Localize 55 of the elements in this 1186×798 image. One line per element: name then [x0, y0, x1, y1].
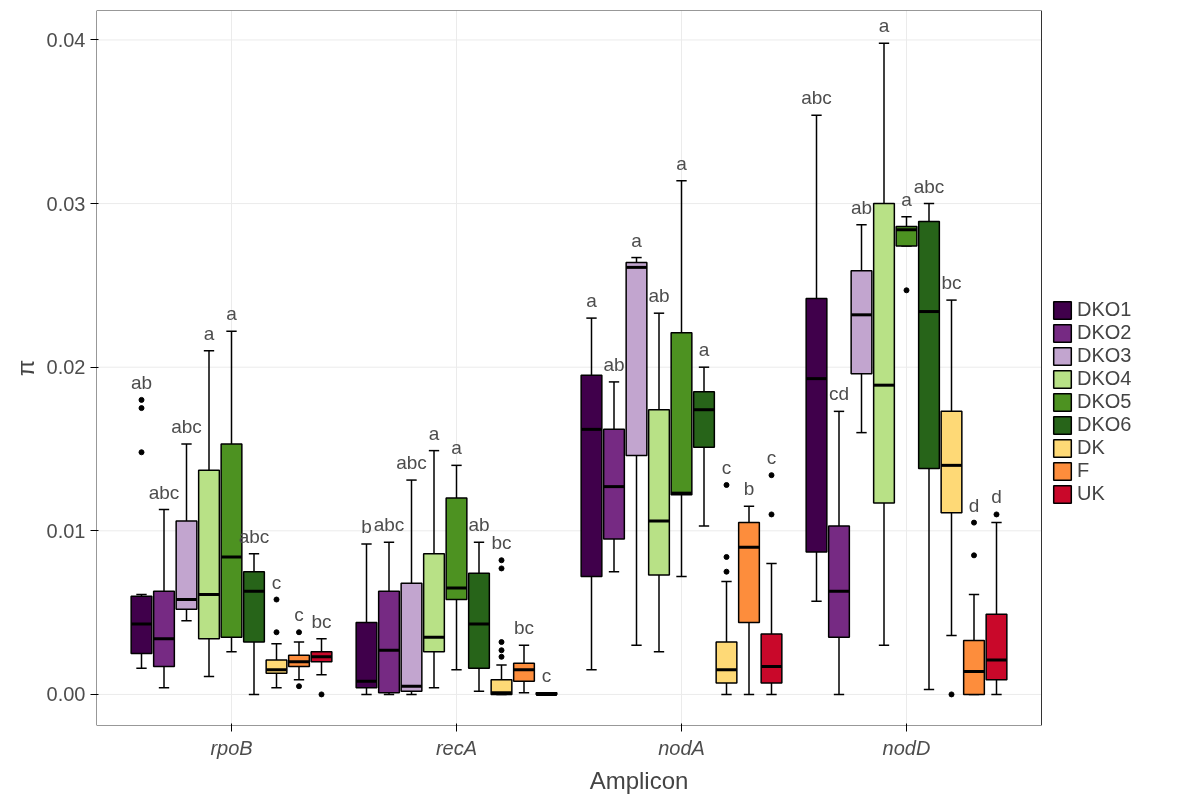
x-tick-label: nodA: [658, 736, 705, 759]
text: c: [294, 604, 304, 626]
text: abc: [913, 175, 945, 197]
text: bc: [491, 532, 512, 554]
legend-label: DKO6: [1077, 413, 1132, 436]
x-axis-title: Amplicon: [589, 766, 689, 794]
text: a: [698, 339, 710, 361]
y-tick-label: 0.03: [46, 192, 86, 215]
legend-label: DK: [1077, 436, 1105, 459]
text: ab: [130, 371, 153, 393]
text: a: [451, 437, 462, 459]
text: b: [743, 478, 755, 500]
y-axis-title: π: [11, 359, 39, 377]
text: abc: [373, 514, 405, 536]
text: a: [631, 229, 642, 251]
text: abc: [148, 481, 180, 503]
text: d: [991, 486, 1002, 508]
text: bc: [513, 617, 535, 639]
legend-label: DKO1: [1077, 298, 1132, 321]
text: a: [203, 322, 215, 344]
legend-label: UK: [1077, 482, 1105, 505]
text: a: [676, 152, 687, 174]
text: a: [878, 15, 890, 37]
text: ab: [603, 353, 625, 375]
text: b: [361, 515, 372, 537]
text: abc: [801, 87, 832, 109]
text: ab: [850, 196, 873, 218]
legend-label: DKO4: [1077, 367, 1132, 390]
x-tick-label: rpoB: [210, 736, 253, 759]
y-tick-label: 0.00: [46, 683, 86, 706]
text: bc: [311, 610, 332, 632]
text: abc: [171, 416, 202, 438]
x-tick-label: nodD: [882, 736, 931, 759]
legend-label: DKO5: [1077, 390, 1132, 413]
text: d: [968, 494, 980, 516]
text: a: [428, 422, 440, 444]
y-tick-label: 0.04: [46, 28, 86, 51]
legend-label: DKO3: [1077, 344, 1132, 367]
text: c: [721, 456, 732, 478]
text: cd: [828, 383, 850, 405]
text: ab: [648, 285, 670, 307]
x-tick-label: recA: [435, 736, 478, 759]
text: c: [271, 571, 282, 593]
text: a: [226, 303, 237, 325]
text: a: [901, 188, 912, 210]
text: bc: [941, 272, 962, 294]
legend-label: F: [1077, 459, 1091, 482]
text: a: [586, 290, 597, 312]
text: ab: [468, 514, 490, 536]
legend-label: DKO2: [1077, 321, 1132, 344]
y-tick-label: 0.02: [46, 356, 86, 379]
text: c: [541, 664, 552, 686]
y-tick-label: 0.01: [46, 519, 86, 542]
text: c: [766, 447, 777, 469]
text: abc: [396, 452, 427, 474]
